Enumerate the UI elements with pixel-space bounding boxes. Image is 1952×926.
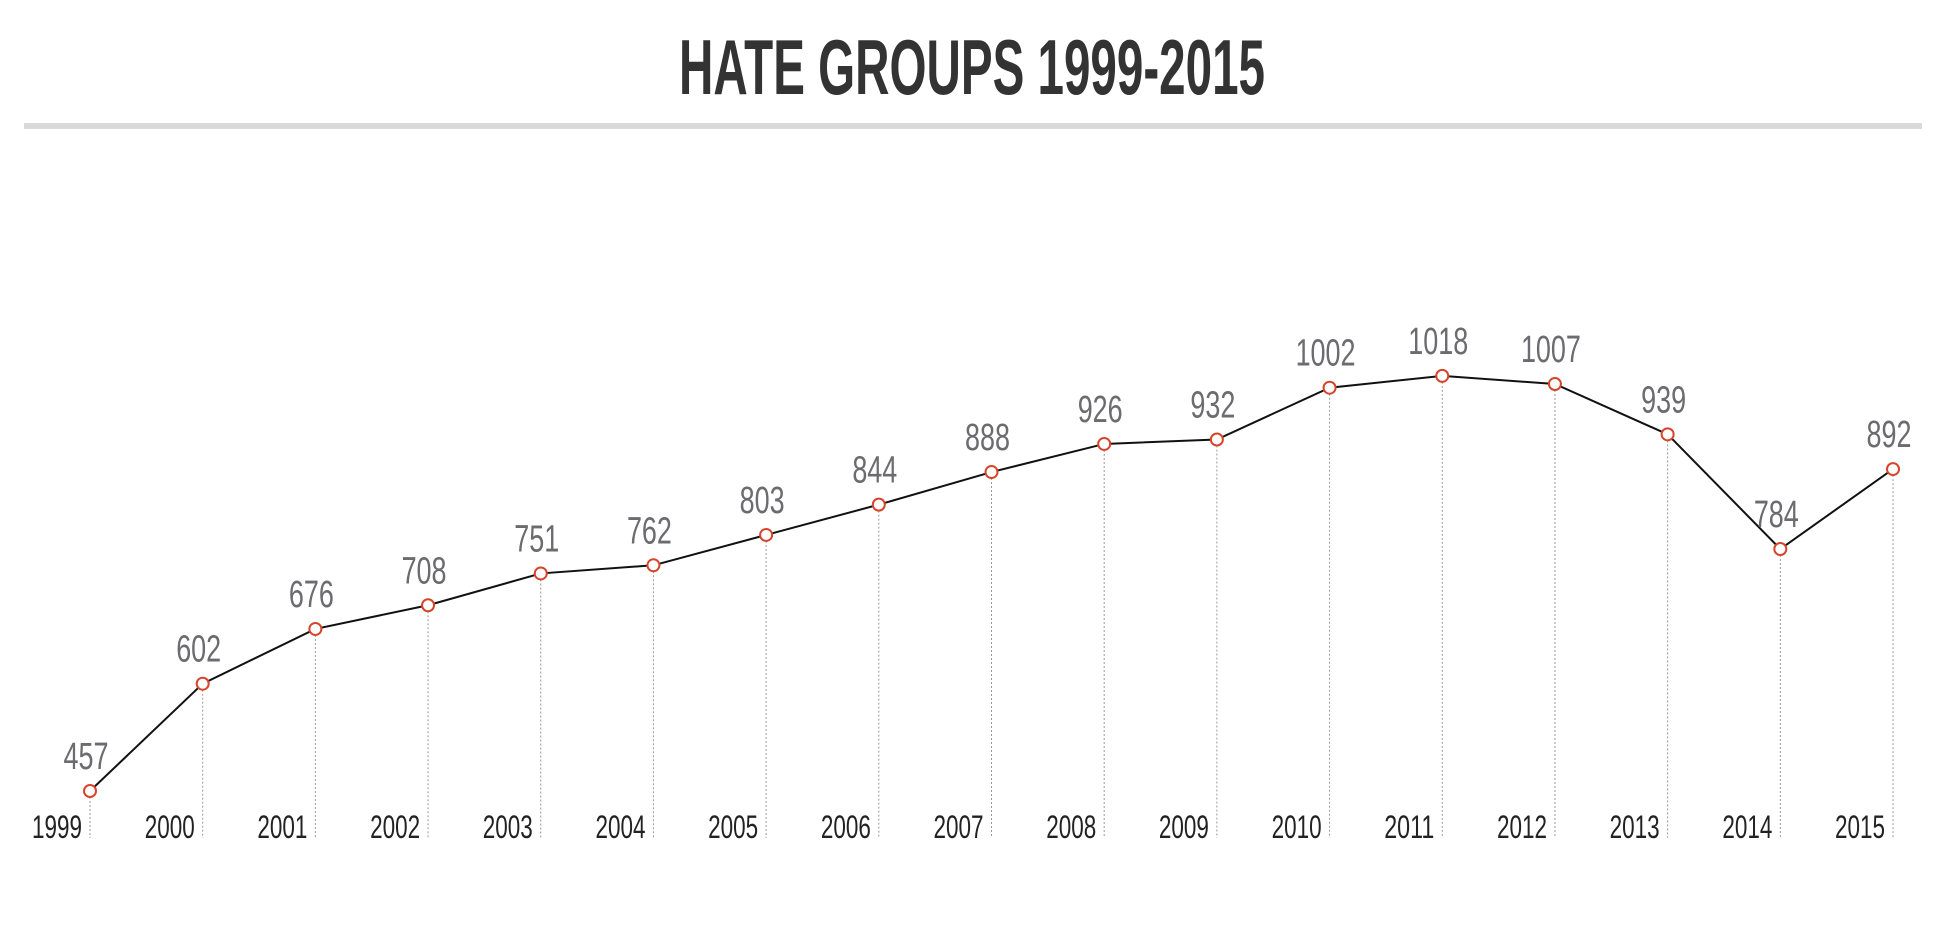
data-point [1773,542,1788,557]
chart-title: HATE GROUPS 1999-2015 [679,23,1265,111]
value-label: 803 [740,480,785,522]
data-point [421,598,436,613]
value-label: 892 [1867,414,1912,456]
data-point [1097,436,1112,451]
value-labels: 457 602 676 708 751 762 803 844 888 926 932 1002 101… [64,321,1912,778]
value-label: 676 [289,574,334,616]
drop-lines [89,381,1894,838]
x-tick-label: 2001 [257,809,307,845]
value-label: 784 [1754,494,1799,536]
value-label: 457 [64,736,109,778]
data-point [1547,377,1562,391]
value-label: 844 [852,450,897,492]
data-point [646,558,661,573]
data-point [1322,380,1337,395]
data-point [533,566,548,581]
data-point [871,497,886,512]
x-tick-label: 2004 [595,809,645,845]
value-label: 888 [965,417,1010,459]
data-point [308,621,323,636]
x-tick-label: 2002 [370,809,420,845]
x-tick-label: 2011 [1384,809,1434,845]
value-label: 751 [514,518,559,560]
value-label: 932 [1190,385,1235,427]
value-label: 708 [402,550,447,592]
data-points [83,368,1900,798]
x-tick-label: 2005 [708,809,758,845]
x-axis-labels: 1999 2000 2001 2002 2003 2004 2005 2006 2007 2008… [32,809,1885,845]
data-point [1209,432,1224,447]
x-tick-label: 2012 [1497,809,1547,845]
data-point [1886,462,1900,477]
x-tick-label: 2006 [821,809,871,845]
value-label: 1002 [1296,333,1356,375]
x-tick-label: 2007 [934,809,984,845]
x-tick-label: 2009 [1159,809,1209,845]
x-tick-label: 2013 [1610,809,1660,845]
data-point [83,784,97,798]
value-label: 1007 [1521,329,1581,371]
data-point [1660,427,1675,442]
data-point [984,465,999,480]
title-divider [24,123,1922,129]
x-tick-label: 2003 [483,809,533,845]
data-point [759,527,774,542]
value-label: 1018 [1408,321,1468,363]
x-tick-label: 2010 [1272,809,1322,845]
value-label: 602 [176,629,221,671]
x-tick-label: 2015 [1835,809,1885,845]
x-tick-label: 2014 [1722,809,1772,845]
value-label: 762 [627,510,672,552]
value-label: 926 [1078,389,1123,431]
x-tick-label: 2000 [145,809,195,845]
data-point [1435,368,1450,383]
value-label: 939 [1641,379,1686,421]
x-tick-label: 2008 [1046,809,1096,845]
data-point [195,676,210,691]
x-tick-label: 1999 [32,809,82,845]
